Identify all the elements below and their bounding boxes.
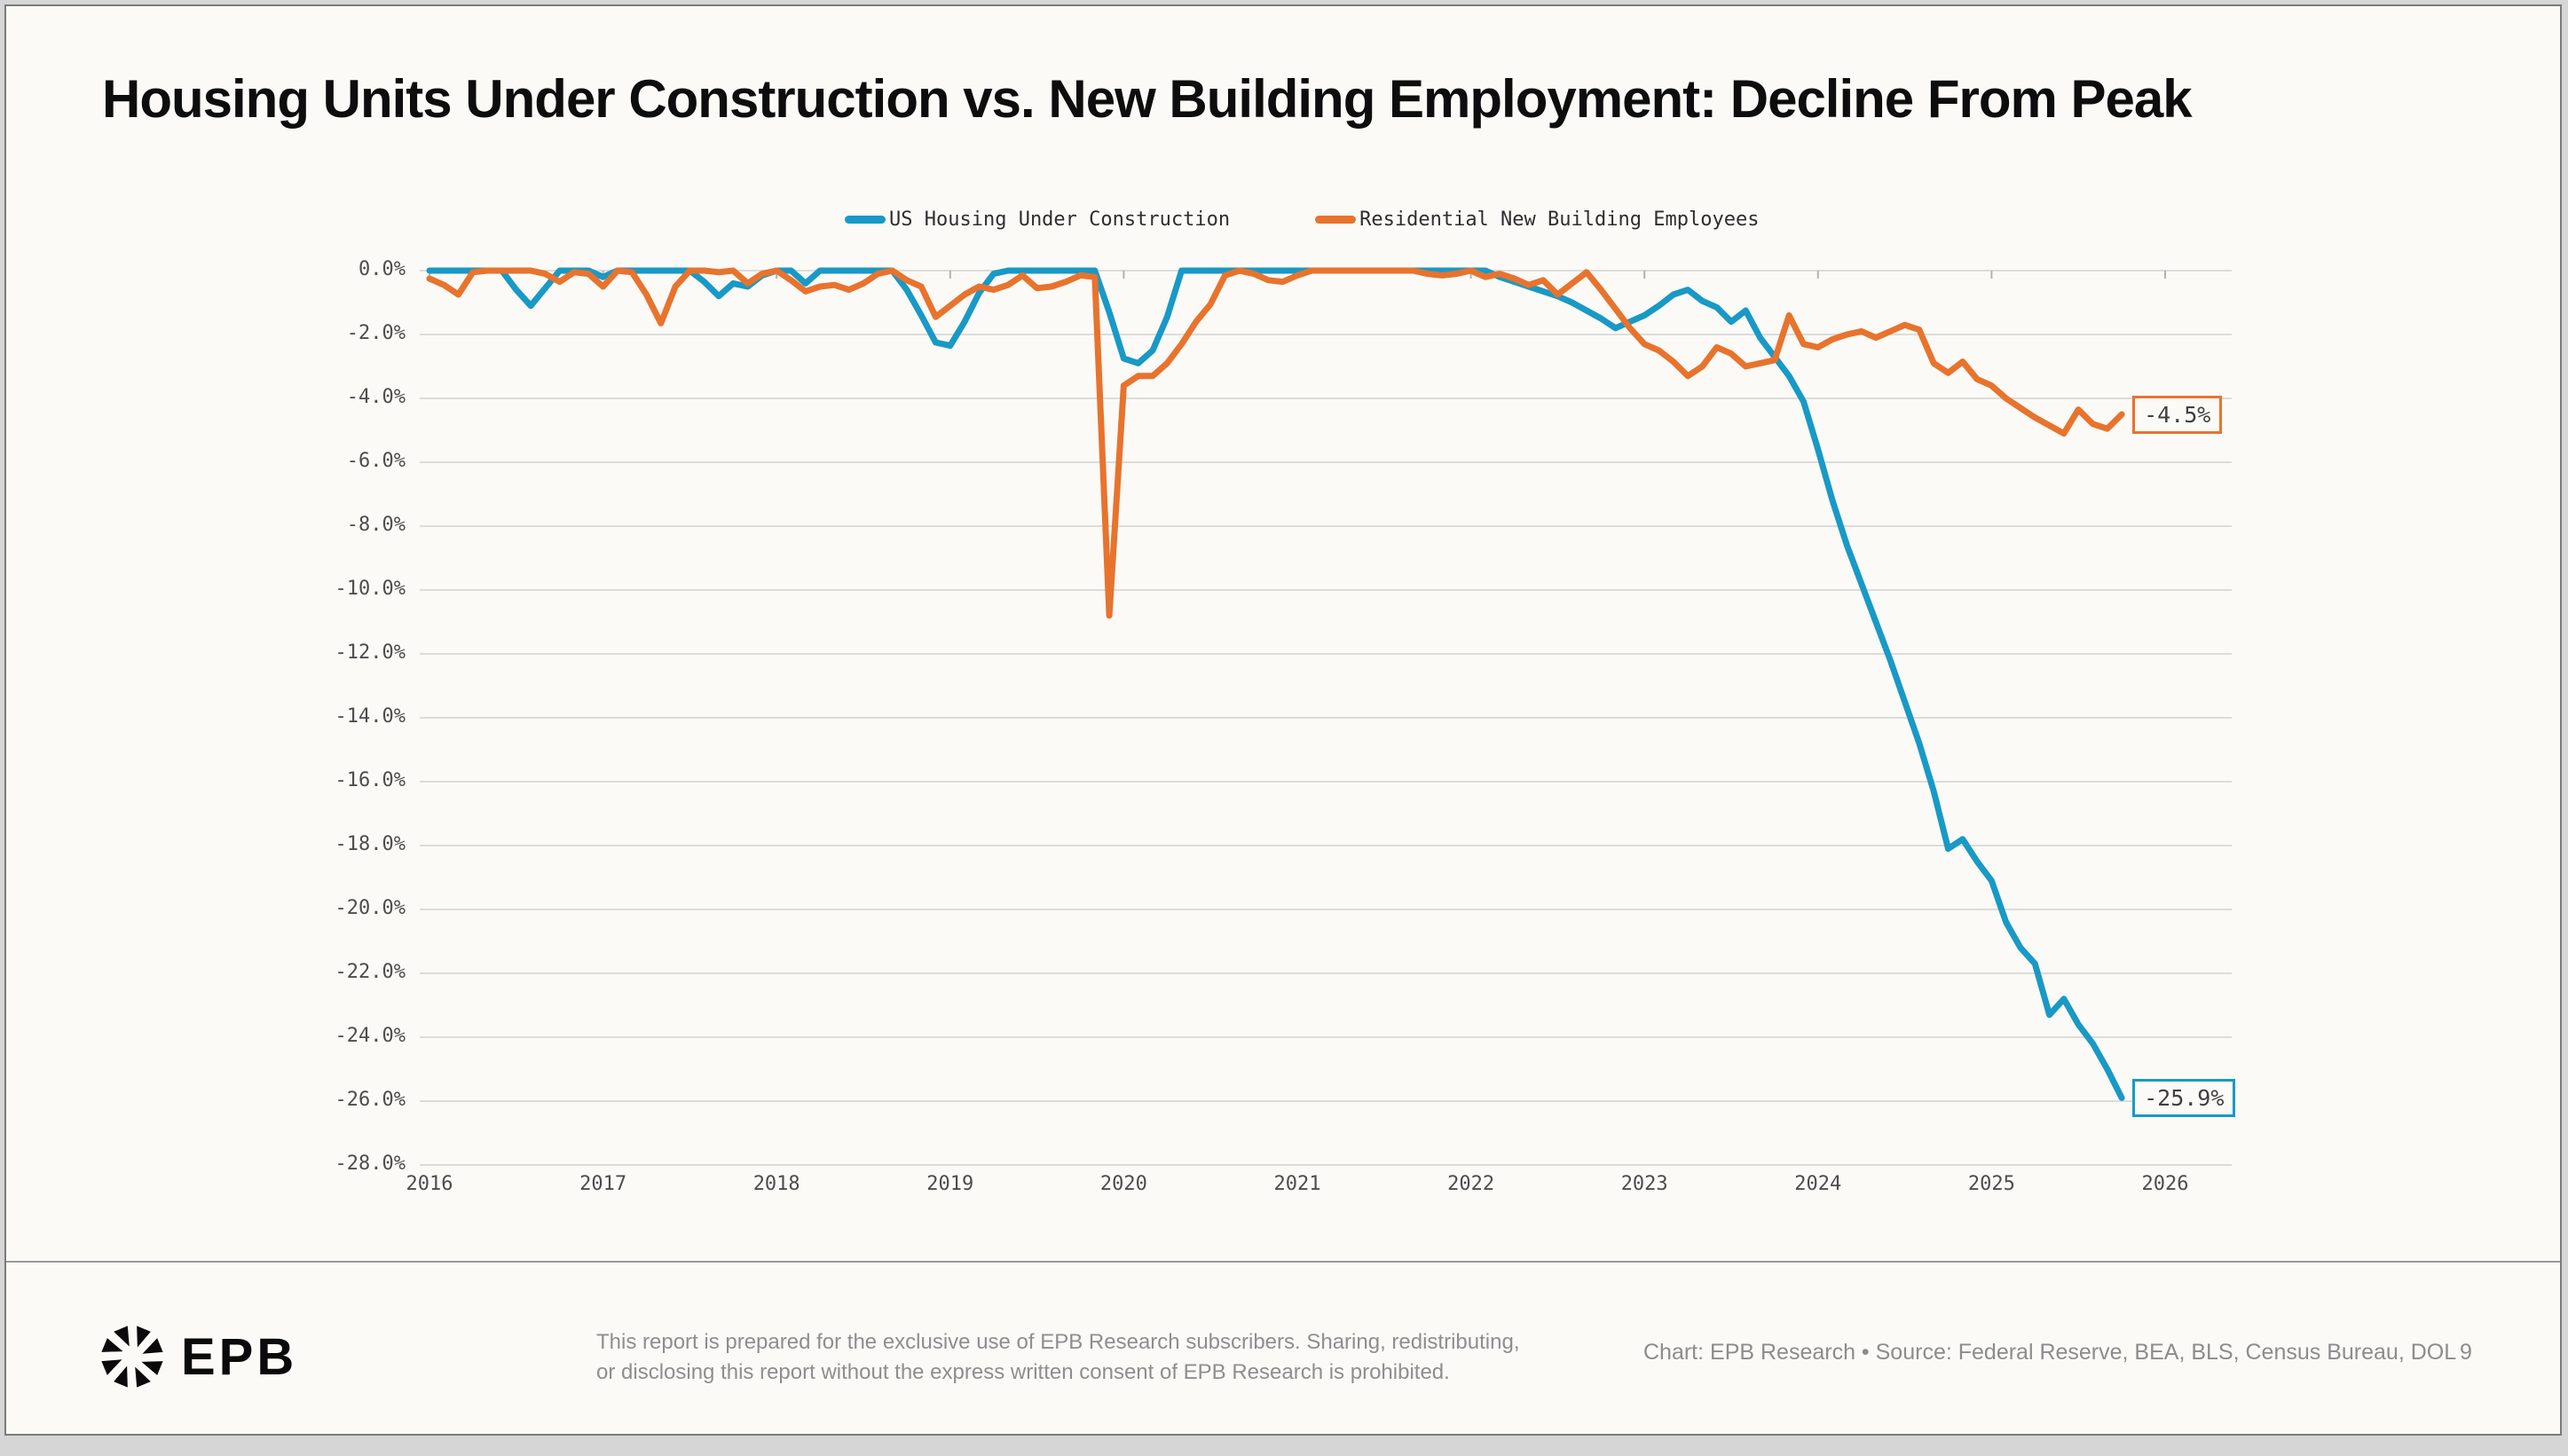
x-tick-label-2022: 2022 [1447, 1173, 1495, 1195]
series-line-1 [426, 267, 2125, 619]
employees-line-swatch [1315, 216, 1357, 224]
x-tick-label-2023: 2023 [1620, 1173, 1668, 1195]
chart-legend: US Housing Under Construction Residentia… [845, 209, 1759, 231]
epb-icon-wedge [142, 1338, 163, 1354]
y-tick-label--4.0%: -4.0% [346, 386, 406, 408]
epb-icon-wedge [135, 1366, 151, 1388]
y-tick-label--12.0%: -12.0% [335, 641, 406, 664]
housing-line-swatch [845, 216, 886, 224]
footer-credit: Chart: EPB Research • Source: Federal Re… [1643, 1340, 2457, 1365]
x-tick-label-2025: 2025 [1967, 1173, 2015, 1195]
x-tick-label-2018: 2018 [752, 1173, 800, 1195]
y-tick-label--6.0%: -6.0% [346, 450, 406, 472]
x-tick-label-2024: 2024 [1794, 1173, 1842, 1195]
x-tick-label-2020: 2020 [1099, 1173, 1147, 1195]
footer-divider [6, 1261, 2560, 1263]
x-tick-label-2017: 2017 [579, 1173, 627, 1195]
y-tick-label--24.0%: -24.0% [335, 1025, 406, 1047]
footer-disclaimer: This report is prepared for the exclusiv… [596, 1327, 1519, 1388]
epb-icon-wedge [101, 1338, 123, 1352]
page-title: Housing Units Under Construction vs. New… [102, 69, 2193, 129]
x-tick-label-2016: 2016 [406, 1173, 453, 1195]
line-chart [420, 267, 2232, 1166]
y-tick-label--18.0%: -18.0% [335, 833, 406, 855]
y-tick-label--2.0%: -2.0% [346, 322, 406, 344]
brand-logo: EPB [99, 1324, 297, 1389]
legend-label-employees: Residential New Building Employees [1359, 209, 1760, 231]
legend-entry-housing: US Housing Under Construction [845, 209, 1230, 231]
epb-icon-wedge [141, 1361, 163, 1375]
y-tick-label--10.0%: -10.0% [335, 578, 406, 600]
epb-icon-wedge [101, 1359, 122, 1375]
end-label-series-0: -25.9% [2132, 1079, 2236, 1118]
epb-icon-wedge [114, 1365, 128, 1388]
y-tick-label-0.0%: 0.0% [358, 258, 406, 280]
y-tick-label--26.0%: -26.0% [335, 1089, 406, 1111]
legend-entry-employees: Residential New Building Employees [1315, 209, 1759, 231]
epb-icon-wedge [114, 1326, 130, 1347]
x-tick-label-2021: 2021 [1273, 1173, 1321, 1195]
x-tick-label-2019: 2019 [926, 1173, 974, 1195]
series-line-0 [426, 267, 2125, 1101]
x-tick-label-2026: 2026 [2141, 1173, 2189, 1195]
y-tick-label--22.0%: -22.0% [335, 961, 406, 983]
epb-icon-wedge [137, 1326, 151, 1348]
y-tick-label--16.0%: -16.0% [335, 769, 406, 791]
report-card: Housing Units Under Construction vs. New… [4, 4, 2562, 1436]
page-number: 9 [2460, 1340, 2472, 1365]
epb-aperture-icon [101, 1326, 163, 1388]
y-tick-label--14.0%: -14.0% [335, 705, 406, 728]
disclaimer-line-2: or disclosing this report without the ex… [596, 1360, 1450, 1384]
end-label-series-1: -4.5% [2132, 396, 2223, 434]
disclaimer-line-1: This report is prepared for the exclusiv… [596, 1330, 1520, 1354]
legend-label-housing: US Housing Under Construction [889, 209, 1231, 231]
y-tick-label--8.0%: -8.0% [346, 514, 406, 536]
y-tick-label--28.0%: -28.0% [335, 1153, 406, 1175]
brand-name: EPB [181, 1327, 298, 1386]
y-tick-label--20.0%: -20.0% [335, 897, 406, 919]
